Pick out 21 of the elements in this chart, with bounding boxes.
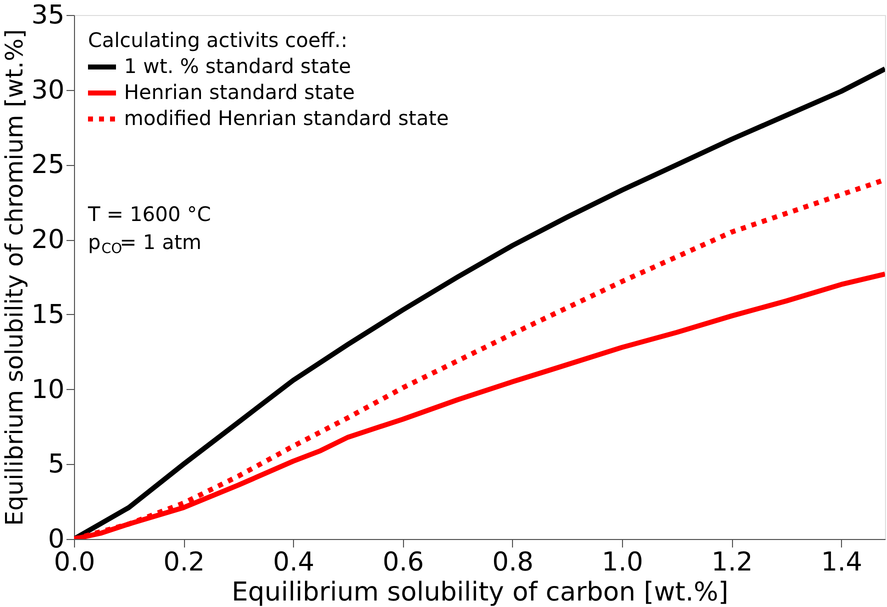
legend-label: modified Henrian standard state xyxy=(124,106,449,130)
legend-label: 1 wt. % standard state xyxy=(124,54,352,78)
y-tick-label: 10 xyxy=(31,374,64,405)
annotation: T = 1600 °C xyxy=(87,202,211,226)
legend-title: Calculating activits coeff.: xyxy=(88,28,348,52)
y-axis-title: Equilibrium solubility of chromium [wt.%] xyxy=(0,29,28,526)
y-tick-label: 35 xyxy=(31,0,64,30)
x-tick-label: 0.4 xyxy=(273,548,314,578)
y-tick-label: 20 xyxy=(31,225,64,256)
y-tick-label: 5 xyxy=(48,450,64,480)
x-tick-label: 0.6 xyxy=(382,548,424,578)
y-tick-label: 30 xyxy=(31,75,64,106)
x-tick-label: 0.2 xyxy=(163,548,205,578)
x-tick-label: 1.2 xyxy=(711,548,753,578)
x-tick-label: 1.4 xyxy=(820,548,862,578)
legend-label: Henrian standard state xyxy=(124,80,355,104)
y-tick-label: 25 xyxy=(31,150,64,180)
x-tick-label: 0.8 xyxy=(492,548,534,578)
x-tick-label: 1.0 xyxy=(602,548,644,578)
x-axis-title: Equilibrium solubility of carbon [wt.%] xyxy=(232,578,728,607)
y-tick-label: 15 xyxy=(31,300,64,330)
